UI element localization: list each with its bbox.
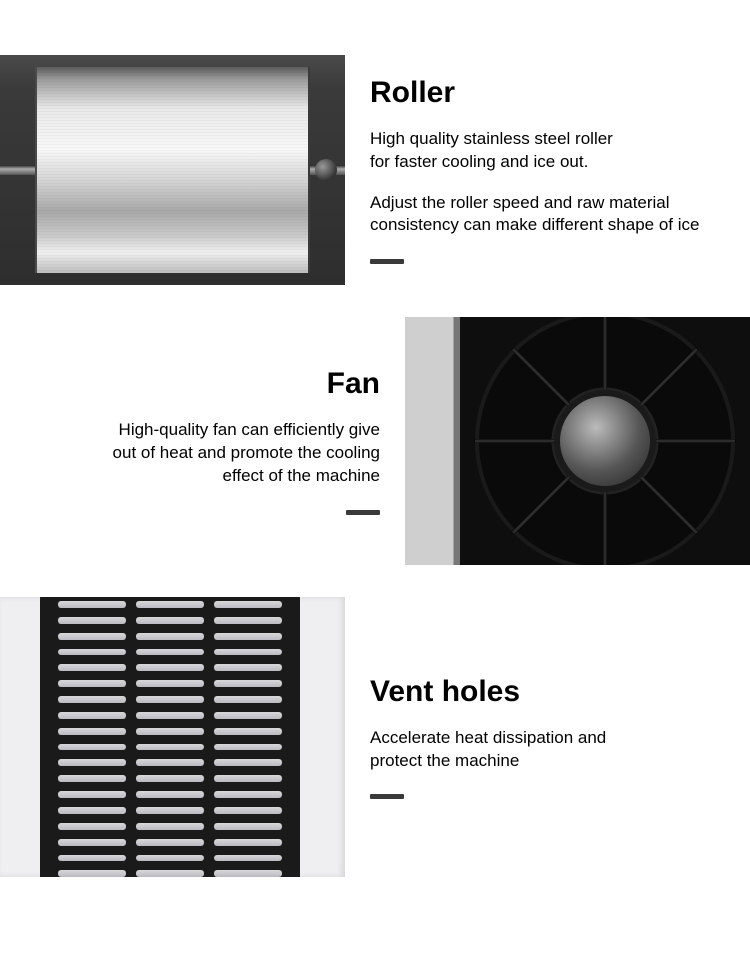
feature-section-fan: Fan High-quality fan can efficiently giv… [0,317,750,565]
roller-title: Roller [370,76,725,110]
feature-section-vent: Vent holes Accelerate heat dissipation a… [0,597,750,877]
vent-image [0,597,345,877]
fan-image [405,317,750,565]
divider-dash [370,259,404,264]
divider-dash [346,510,380,515]
roller-desc-2: Adjust the roller speed and raw material… [370,192,725,238]
divider-dash [370,794,404,799]
fan-text: Fan High-quality fan can efficiently giv… [0,317,405,565]
vent-title: Vent holes [370,675,725,709]
feature-section-roller: Roller High quality stainless steel roll… [0,55,750,285]
roller-desc-1: High quality stainless steel roller for … [370,128,725,174]
vent-text: Vent holes Accelerate heat dissipation a… [345,597,750,877]
vent-desc-1: Accelerate heat dissipation and protect … [370,727,725,773]
fan-desc-1: High-quality fan can efficiently give ou… [113,419,380,488]
roller-text: Roller High quality stainless steel roll… [345,55,750,285]
fan-title: Fan [327,367,380,401]
roller-image [0,55,345,285]
